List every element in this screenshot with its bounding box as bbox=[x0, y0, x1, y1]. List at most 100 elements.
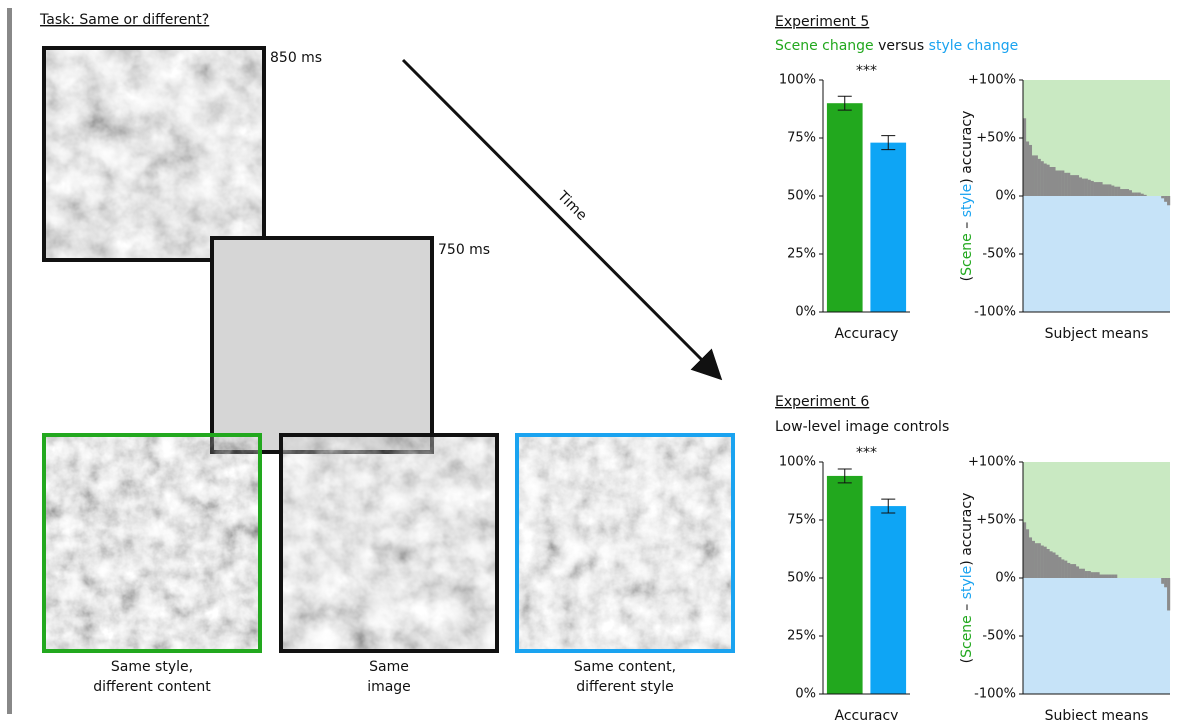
y-tick-label: +50% bbox=[976, 131, 1016, 146]
y-tick-label: +50% bbox=[976, 513, 1016, 528]
bar bbox=[1099, 574, 1103, 578]
y-label-part: ) accuracy bbox=[959, 493, 975, 566]
bar bbox=[1078, 568, 1082, 578]
x-axis-label: Subject means bbox=[1045, 326, 1149, 342]
bar bbox=[870, 142, 907, 312]
panel-title: Experiment 5 bbox=[775, 14, 869, 30]
bar bbox=[1046, 164, 1050, 196]
subtitle-part: Scene change bbox=[775, 38, 874, 54]
bar bbox=[1096, 572, 1100, 578]
y-axis-label: (Scene – style) accuracy bbox=[959, 111, 975, 282]
image-option bbox=[281, 435, 497, 651]
bar bbox=[1023, 118, 1027, 196]
y-tick-label: +100% bbox=[968, 455, 1016, 470]
caption: image bbox=[367, 679, 411, 695]
y-tick-label: -50% bbox=[982, 247, 1016, 262]
bar bbox=[1131, 192, 1135, 196]
bar bbox=[1067, 172, 1071, 196]
subtitle-part: Low-level image controls bbox=[775, 419, 949, 435]
duration: 750 ms bbox=[438, 242, 490, 258]
y-tick-label: 75% bbox=[787, 513, 816, 528]
y-tick-label: 25% bbox=[787, 247, 816, 262]
error-bar bbox=[837, 468, 852, 484]
time-arrow bbox=[401, 58, 723, 381]
bar bbox=[1108, 574, 1112, 578]
bar bbox=[1099, 182, 1103, 196]
bar bbox=[1058, 170, 1062, 196]
bar bbox=[1031, 155, 1035, 196]
image-frame bbox=[42, 433, 262, 653]
bar bbox=[1064, 172, 1068, 196]
bar bbox=[1037, 158, 1041, 196]
bar bbox=[1087, 179, 1091, 196]
y-tick-label: -100% bbox=[974, 305, 1016, 320]
bar bbox=[1111, 574, 1115, 578]
bar bbox=[1114, 186, 1118, 196]
bar bbox=[1023, 522, 1027, 578]
y-label-part: Scene bbox=[959, 233, 975, 276]
bar bbox=[1070, 564, 1074, 578]
y-tick-label: 50% bbox=[787, 189, 816, 204]
y-label-part: – bbox=[959, 599, 975, 615]
bar bbox=[1090, 180, 1094, 196]
y-label-part: style bbox=[959, 184, 975, 218]
caption: different content bbox=[93, 679, 211, 695]
bar bbox=[1125, 189, 1130, 196]
bar bbox=[1064, 560, 1068, 578]
bar bbox=[1067, 562, 1071, 578]
image-option bbox=[517, 435, 733, 651]
bar bbox=[1049, 167, 1053, 196]
bar bbox=[1055, 554, 1059, 578]
bar bbox=[1075, 175, 1080, 196]
y-tick-label: -50% bbox=[982, 629, 1016, 644]
y-tick-label: 0% bbox=[795, 687, 816, 702]
bar bbox=[1040, 161, 1044, 196]
bar bbox=[1034, 543, 1038, 578]
bar bbox=[1093, 572, 1097, 578]
caption: Same style, bbox=[111, 659, 193, 675]
y-tick-label: 75% bbox=[787, 131, 816, 146]
bar bbox=[1040, 545, 1044, 578]
bar bbox=[1084, 178, 1088, 196]
y-tick-label: 0% bbox=[995, 571, 1016, 586]
bar bbox=[1096, 182, 1100, 196]
image-frame bbox=[515, 433, 735, 653]
bar bbox=[1164, 196, 1168, 202]
significance: *** bbox=[856, 63, 877, 79]
mask bbox=[210, 236, 434, 454]
bar bbox=[1164, 578, 1168, 588]
duration: 850 ms bbox=[270, 50, 322, 66]
bar bbox=[1102, 184, 1106, 196]
bar bbox=[1034, 155, 1038, 196]
image-option bbox=[44, 435, 260, 651]
bar bbox=[1075, 566, 1080, 578]
bar bbox=[1105, 184, 1109, 196]
y-tick-label: -100% bbox=[974, 687, 1016, 702]
bar bbox=[1025, 141, 1030, 196]
bar bbox=[1070, 175, 1074, 196]
bar bbox=[1031, 540, 1035, 578]
bar bbox=[826, 475, 863, 694]
bar bbox=[1161, 578, 1165, 584]
y-label-part: style bbox=[959, 566, 975, 600]
background-below bbox=[1023, 196, 1170, 312]
bar bbox=[1081, 178, 1085, 196]
bar bbox=[1072, 564, 1077, 578]
x-axis-label: Accuracy bbox=[835, 708, 899, 720]
bar bbox=[1122, 189, 1127, 196]
bar bbox=[1111, 185, 1115, 196]
captions: Same style, different content Same image Sam… bbox=[93, 659, 676, 695]
panel-title: Experiment 6 bbox=[775, 394, 869, 410]
bar bbox=[1043, 163, 1047, 196]
y-label-part: Scene bbox=[959, 615, 975, 658]
x-axis-label: Subject means bbox=[1045, 708, 1149, 720]
y-label-part: ( bbox=[959, 276, 975, 281]
bar bbox=[1061, 170, 1065, 196]
y-tick-label: 100% bbox=[779, 455, 816, 470]
image-frame bbox=[279, 433, 499, 653]
bar bbox=[1120, 189, 1124, 196]
image-frame bbox=[42, 46, 266, 262]
subtitle-part: style change bbox=[929, 38, 1019, 54]
y-label-part: ) accuracy bbox=[959, 111, 975, 184]
bar bbox=[1052, 552, 1056, 578]
